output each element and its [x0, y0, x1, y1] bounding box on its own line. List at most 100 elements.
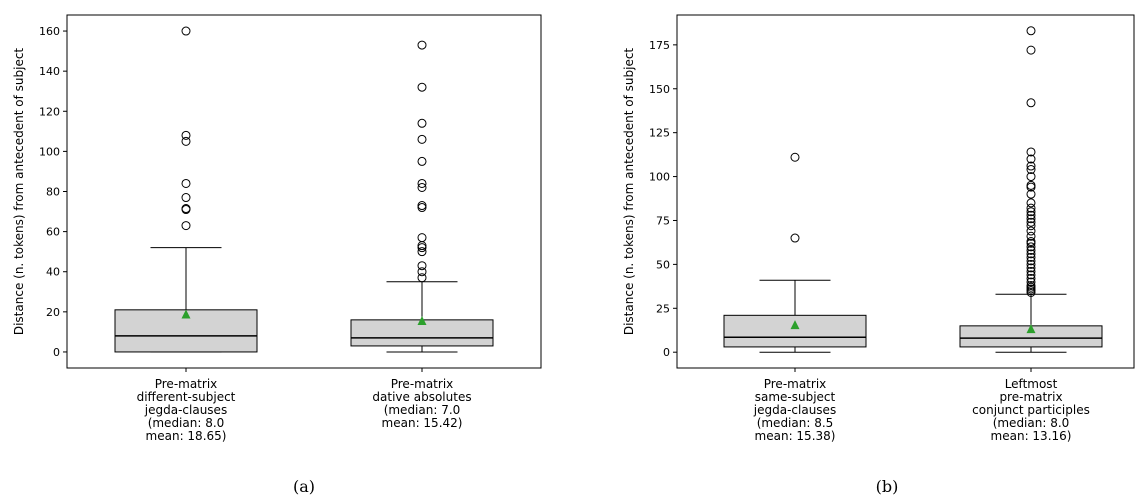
y-axis-label: Distance (n. tokens) from antecedent of …	[622, 48, 636, 336]
outlier-point	[1026, 249, 1036, 259]
box-iqr	[723, 314, 867, 348]
x-category-label-line: Pre-matrix	[391, 377, 454, 391]
outlier-point	[1026, 273, 1036, 283]
outlier-point	[417, 134, 427, 144]
x-category-label-line: Leftmost	[1005, 377, 1058, 391]
outlier-point	[1026, 256, 1036, 266]
panel-label: (b)	[876, 477, 899, 496]
outlier-point	[1026, 221, 1036, 231]
mean-marker	[417, 316, 427, 326]
y-tick-label: 100	[39, 145, 60, 158]
chart-panel-b: 0 25 50 75 100 125 150 175 Distance (n. tokens) …	[622, 14, 1135, 496]
outlier-point	[181, 130, 191, 140]
outlier-point	[790, 152, 800, 162]
x-category-label-line: (median: 8.5	[757, 416, 834, 430]
mean-marker	[181, 309, 191, 319]
y-tick-label: 125	[649, 127, 670, 140]
y-tick-label: 50	[656, 258, 670, 271]
outlier-point	[417, 241, 427, 251]
outlier-point	[1026, 242, 1036, 252]
y-tick-label: 175	[649, 39, 670, 52]
outlier-point	[1026, 266, 1036, 276]
x-category-label-line: jegda-clauses	[753, 403, 836, 417]
outlier-point	[790, 233, 800, 243]
outlier-point	[1026, 277, 1036, 287]
outlier-point	[1026, 237, 1036, 247]
y-tick-label: 140	[39, 65, 60, 78]
y-tick-label: 160	[39, 25, 60, 38]
y-axis-label: Distance (n. tokens) from antecedent of …	[12, 48, 26, 336]
chart-panel-a: 0 20 40 60 80 100 120 140 160 Distance (n. tokens…	[12, 14, 542, 496]
panel-label: (a)	[293, 477, 315, 496]
outlier-point	[417, 82, 427, 92]
x-category-label-line: jegda-clauses	[144, 403, 227, 417]
y-tick-label: 40	[46, 266, 60, 279]
outlier-point	[1026, 231, 1036, 241]
outlier-point	[181, 178, 191, 188]
y-tick-label: 0	[53, 346, 60, 359]
y-tick-label: 120	[39, 105, 60, 118]
mean-marker	[1026, 324, 1036, 334]
x-category-label-line: Pre-matrix	[155, 377, 218, 391]
outlier-point	[417, 261, 427, 271]
x-category-label-line: pre-matrix	[999, 390, 1062, 404]
outlier-point	[1026, 270, 1036, 280]
y-tick-label: 25	[656, 302, 670, 315]
outlier-point	[1026, 26, 1036, 36]
outlier-point	[1026, 203, 1036, 213]
outlier-point	[417, 156, 427, 166]
outlier-point	[1026, 180, 1036, 190]
outlier-point	[1026, 45, 1036, 55]
y-tick-label: 100	[649, 171, 670, 184]
outlier-point	[1026, 147, 1036, 157]
y-tick-label: 80	[46, 186, 60, 199]
outlier-point	[1026, 280, 1036, 290]
outlier-point	[1026, 161, 1036, 171]
outlier-point	[1026, 214, 1036, 224]
outlier-point	[1026, 263, 1036, 273]
x-category-label-line: mean: 18.65)	[146, 429, 227, 443]
x-category-label-line: mean: 15.42)	[382, 416, 463, 430]
x-category-label-line: different-subject	[137, 390, 236, 404]
x-category-label-line: (median: 7.0	[384, 403, 461, 417]
outlier-point	[417, 118, 427, 128]
x-category-label-line: mean: 13.16)	[991, 429, 1072, 443]
outlier-point	[417, 201, 427, 211]
outlier-point	[417, 203, 427, 213]
x-category-label-line: mean: 15.38)	[755, 429, 836, 443]
outlier-point	[417, 273, 427, 283]
y-tick-label: 60	[46, 226, 60, 239]
outlier-point	[181, 26, 191, 36]
outlier-point	[1026, 210, 1036, 220]
outlier-point	[1026, 189, 1036, 199]
outlier-point	[1026, 165, 1036, 175]
outlier-point	[1026, 172, 1036, 182]
outlier-point	[1026, 207, 1036, 217]
y-tick-label: 150	[649, 83, 670, 96]
outlier-point	[1026, 98, 1036, 108]
x-category-label-line: dative absolutes	[372, 390, 471, 404]
x-category-label-line: conjunct participles	[972, 403, 1090, 417]
y-tick-label: 20	[46, 306, 60, 319]
x-category-label-line: (median: 8.0	[148, 416, 225, 430]
x-category-label-line: Pre-matrix	[764, 377, 827, 391]
x-category-label-line: same-subject	[755, 390, 836, 404]
x-category-label-line: (median: 8.0	[993, 416, 1070, 430]
outlier-point	[417, 267, 427, 277]
outlier-point	[1026, 217, 1036, 227]
outlier-point	[1026, 154, 1036, 164]
mean-marker	[790, 320, 800, 330]
outlier-point	[417, 40, 427, 50]
outlier-point	[1026, 252, 1036, 262]
y-tick-label: 75	[656, 214, 670, 227]
outlier-point	[181, 193, 191, 203]
outlier-point	[417, 182, 427, 192]
outlier-point	[417, 247, 427, 257]
plot-frame	[676, 14, 1135, 369]
outlier-point	[417, 233, 427, 243]
outlier-point	[1026, 259, 1036, 269]
y-tick-label: 0	[663, 346, 670, 359]
outlier-point	[1026, 226, 1036, 236]
outlier-point	[181, 204, 191, 214]
